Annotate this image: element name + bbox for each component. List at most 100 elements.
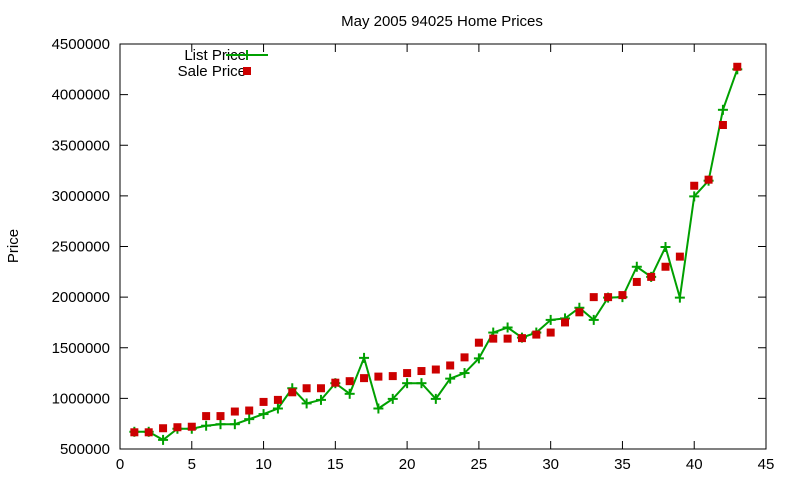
sale-price-point	[647, 272, 656, 281]
sale-price-point	[503, 334, 512, 343]
sale-price-point	[245, 406, 254, 415]
list-price-point	[502, 322, 513, 333]
list-price-point	[158, 434, 169, 445]
list-price-point	[717, 104, 728, 115]
sale-price-point	[388, 372, 397, 381]
sale-price-point	[517, 334, 526, 343]
list-price-point	[272, 403, 283, 414]
list-price-point	[674, 292, 685, 303]
sale-price-point	[446, 361, 455, 370]
list-price-point	[387, 393, 398, 404]
sale-price-point	[273, 395, 282, 404]
list-price-point	[201, 420, 212, 431]
legend-marker-sale-price	[243, 67, 251, 75]
sale-price-point	[144, 428, 153, 437]
sale-price-point	[230, 407, 239, 416]
x-tick-label: 20	[399, 456, 416, 473]
y-axis-label: Price	[5, 229, 22, 263]
plot-area	[129, 62, 743, 445]
y-tick-label: 2500000	[52, 239, 110, 256]
sale-price-point	[302, 384, 311, 393]
series-sale-price	[130, 62, 742, 437]
y-tick-label: 3500000	[52, 137, 110, 154]
sale-price-point	[718, 121, 727, 129]
sale-price-point	[661, 262, 670, 271]
sale-price-point	[331, 378, 340, 387]
sale-price-point	[374, 372, 383, 381]
list-price-point	[631, 261, 642, 272]
x-tick-label: 15	[327, 456, 344, 473]
sale-price-point	[489, 334, 498, 343]
list-price-point	[229, 419, 240, 430]
list-price-point	[660, 242, 671, 253]
sale-price-point	[632, 277, 641, 286]
x-tick-label: 0	[116, 456, 124, 473]
sale-price-point	[288, 388, 297, 397]
y-tick-label: 4500000	[52, 36, 110, 53]
sale-price-point	[130, 428, 139, 437]
list-price-point	[359, 352, 370, 363]
legend-label-list-price: List Price	[184, 47, 246, 64]
sale-price-point	[187, 422, 196, 431]
sale-price-point	[604, 293, 613, 302]
chart-title: May 2005 94025 Home Prices	[341, 13, 543, 30]
y-tick-label: 1500000	[52, 340, 110, 357]
sale-price-point	[546, 328, 555, 337]
sale-price-point	[216, 412, 225, 421]
sale-price-point	[704, 175, 713, 184]
sale-price-point	[202, 412, 211, 421]
x-tick-label: 35	[614, 456, 631, 473]
sale-price-point	[159, 424, 168, 433]
legend-marker-list-price	[242, 50, 252, 60]
sale-price-point	[259, 397, 268, 406]
list-price-point	[315, 394, 326, 405]
sale-price-point	[690, 181, 699, 190]
sale-price-point	[360, 374, 369, 383]
sale-price-point	[173, 423, 182, 432]
list-price-point	[215, 419, 226, 430]
x-tick-label: 5	[188, 456, 196, 473]
sale-price-point	[575, 308, 584, 317]
x-tick-label: 45	[758, 456, 775, 473]
sale-price-point	[403, 369, 412, 378]
list-price-point	[545, 314, 556, 325]
sale-price-point	[460, 353, 469, 362]
y-tick-label: 3000000	[52, 188, 110, 205]
x-tick-label: 10	[255, 456, 272, 473]
sale-price-point	[417, 367, 426, 376]
list-price-point	[244, 414, 255, 425]
list-price-point	[430, 393, 441, 404]
list-price-point	[689, 191, 700, 202]
sale-price-point	[675, 252, 684, 261]
sale-price-point	[532, 330, 541, 339]
x-tick-label: 40	[686, 456, 703, 473]
y-tick-label: 4000000	[52, 87, 110, 104]
list-price-point	[301, 398, 312, 409]
sale-price-point	[589, 293, 598, 302]
list-price-point	[402, 378, 413, 389]
list-price-point	[473, 353, 484, 364]
x-tick-label: 25	[471, 456, 488, 473]
y-tick-label: 1000000	[52, 390, 110, 407]
sale-price-point	[316, 384, 325, 393]
list-price-point	[258, 409, 269, 420]
list-price-point	[459, 368, 470, 379]
y-tick-label: 500000	[60, 441, 110, 458]
list-price-point	[344, 388, 355, 399]
legend-label-sale-price: Sale Price	[178, 63, 246, 80]
list-price-point	[588, 314, 599, 325]
sale-price-point	[345, 377, 354, 386]
list-price-point	[445, 373, 456, 384]
x-tick-label: 30	[542, 456, 559, 473]
x-axis: 0 5 10 15 20 25 30 35 40 45	[116, 44, 775, 473]
sale-price-point	[474, 338, 483, 347]
y-tick-label: 2000000	[52, 289, 110, 306]
list-price-point	[373, 403, 384, 414]
sale-price-point	[431, 365, 440, 374]
sale-price-point	[561, 318, 570, 327]
y-axis: 500000 1000000 1500000 2000000 2500000 300000…	[52, 36, 766, 458]
